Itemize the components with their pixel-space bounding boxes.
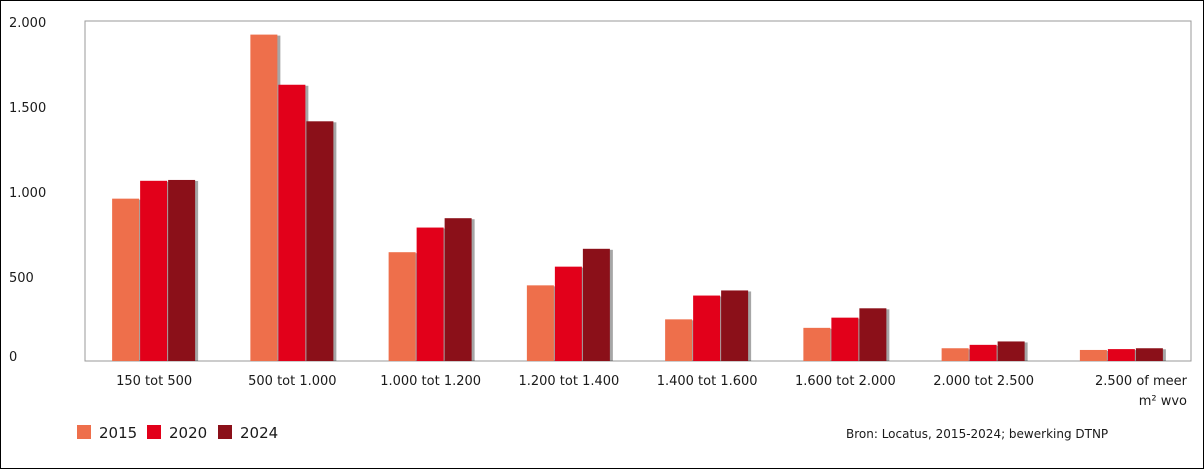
legend-swatch-2024 [218,425,232,439]
bar-2024-5 [859,308,887,361]
x-tick-label: 1.600 tot 2.000 [795,374,896,389]
bar-2020-3 [554,266,582,361]
y-tick-label: 500 [9,271,34,286]
x-tick-label: 2.500 of meer [1095,374,1188,389]
bar-2015-0 [112,198,140,361]
bar-2024-3 [582,248,610,361]
x-axis-ticks: 150 tot 500 500 tot 1.000 1.000 tot 1.200 1… [116,374,1188,389]
bar-2024-7 [1135,348,1163,361]
bar-2020-4 [693,295,721,361]
bar-2024-4 [721,290,749,361]
x-axis-label: m² wvo [1139,394,1187,409]
bar-2015-2 [388,252,416,361]
bar-2020-0 [140,180,168,361]
x-tick-label: 150 tot 500 [116,374,192,389]
bars [112,34,1166,361]
bar-2020-5 [831,317,859,361]
bar-2015-1 [250,34,278,361]
x-tick-label: 500 tot 1.000 [248,374,336,389]
bar-2024-0 [168,179,196,361]
bar-2020-2 [416,227,444,361]
legend-swatch-2020 [147,425,161,439]
legend-swatch-2015 [77,425,91,439]
bar-2015-4 [665,319,693,361]
x-tick-label: 2.000 tot 2.500 [933,374,1034,389]
bar-2015-6 [941,348,969,361]
bar-2015-3 [526,285,554,361]
bar-2015-5 [803,327,831,361]
bar-2015-7 [1079,349,1107,361]
legend-label-2020: 2020 [169,424,207,442]
bar-2020-6 [969,344,997,361]
legend-label-2015: 2015 [99,424,137,442]
source-note: Bron: Locatus, 2015-2024; bewerking DTNP [846,427,1108,441]
bar-2020-1 [278,84,306,361]
bar-2024-2 [444,218,472,361]
y-tick-label: 2.000 [9,16,46,31]
x-tick-label: 1.200 tot 1.400 [518,374,619,389]
bar-2020-7 [1107,349,1135,361]
y-tick-label: 0 [9,350,17,365]
bar-2024-6 [997,341,1025,361]
legend: 2015 2020 2024 [77,424,278,442]
plot-border [84,20,1192,362]
y-tick-label: 1.000 [9,186,46,201]
y-axis-ticks: 0 500 1.000 1.500 2.000 [9,16,46,365]
y-tick-label: 1.500 [9,101,46,116]
x-tick-label: 1.000 tot 1.200 [380,374,481,389]
legend-label-2024: 2024 [240,424,278,442]
x-tick-label: 1.400 tot 1.600 [657,374,758,389]
bar-2024-1 [306,121,334,361]
